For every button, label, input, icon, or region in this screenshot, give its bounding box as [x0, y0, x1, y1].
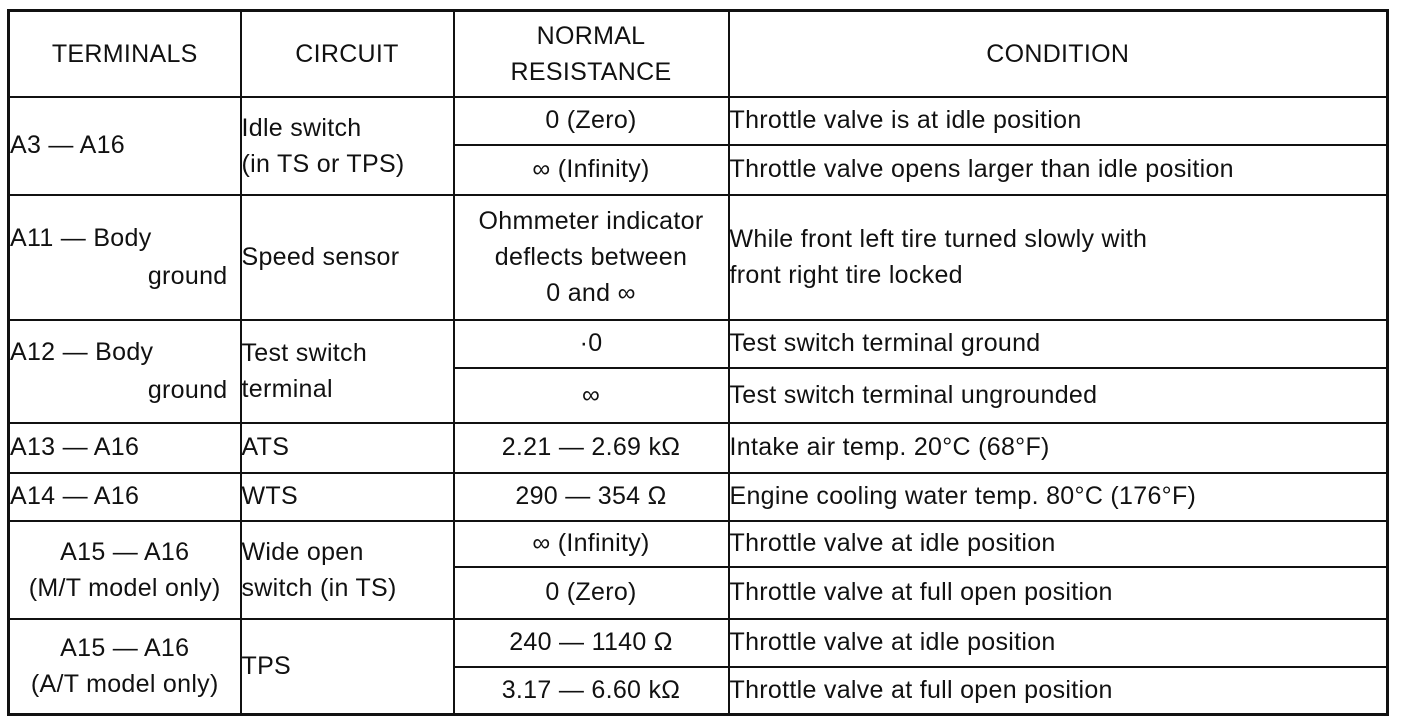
header-circuit: CIRCUIT [239, 9, 455, 98]
resistance-cell: 2.21 — 2.69 kΩ [452, 421, 730, 474]
terminal-cell: A11 — Body ground [7, 193, 242, 321]
header-resistance-line2: RESISTANCE [510, 57, 672, 86]
resistance-cell: ∞ (Infinity) [452, 143, 730, 196]
circuit-line: Test switch [241, 339, 368, 367]
circuit-cell: TPS [239, 617, 455, 716]
condition-cell: Intake air temp. 20°C (68°F) [727, 421, 1389, 474]
condition-line: While front left tire turned slowly with [729, 225, 1148, 253]
circuit-line: terminal [241, 375, 333, 403]
resistance-cell: 240 — 1140 Ω [452, 617, 730, 668]
table-row: A3 — A16 Idle switch (in TS or TPS) 0 (Z… [7, 95, 1389, 196]
terminal-line: A15 — A16 [60, 634, 190, 663]
condition-cell: Throttle valve at full open position [727, 665, 1389, 716]
header-normal-resistance: NORMAL RESISTANCE [452, 9, 730, 98]
resistance-cell: 290 — 354 Ω [452, 471, 730, 522]
circuit-line: switch (in TS) [241, 573, 397, 602]
table-row: ∞ Test switch terminal ungrounded [9, 366, 1389, 424]
resistance-cell: ∞ [452, 366, 730, 424]
table-row: A15 — A16 (A/T model only) TPS 240 — 114… [7, 617, 1389, 716]
resistance-cell: 0 (Zero) [452, 95, 730, 146]
condition-cell: While front left tire turned slowly with… [727, 193, 1389, 321]
resistance-cell: ·0 [452, 318, 730, 369]
terminal-line: A12 — Body [10, 338, 154, 366]
table-row: A11 — Body ground Speed sensor Ohmmeter … [7, 193, 1389, 321]
terminal-line: ground [147, 376, 228, 404]
condition-cell: Engine cooling water temp. 80°C (176°F) [727, 471, 1389, 522]
resistance-cell: Ohmmeter indicator deflects between 0 an… [452, 193, 730, 321]
resistance-line: 0 and ∞ [546, 279, 636, 307]
condition-cell: Throttle valve at idle position [727, 617, 1389, 668]
terminal-cell: A15 — A16 (A/T model only) [7, 617, 242, 716]
terminal-cell: A14 — A16 [7, 471, 242, 522]
resistance-cell: ∞ (Infinity) [452, 519, 730, 568]
terminal-cell: A13 — A16 [7, 421, 242, 474]
header-row: TERMINALS CIRCUIT NORMAL RESISTANCE COND… [7, 9, 1389, 98]
table-row: ∞ (Infinity) Throttle valve opens larger… [9, 143, 1389, 196]
table-row: 3.17 — 6.60 kΩ Throttle valve at full op… [9, 665, 1389, 716]
circuit-cell: Test switch terminal [239, 318, 455, 424]
resistance-cell: 0 (Zero) [452, 565, 730, 620]
header-terminals: TERMINALS [7, 9, 242, 98]
condition-cell: Throttle valve at full open position [727, 565, 1389, 620]
header-condition: CONDITION [727, 9, 1389, 98]
circuit-line: Wide open [241, 537, 364, 566]
circuit-line: (in TS or TPS) [241, 149, 405, 178]
table-row: 0 (Zero) Throttle valve at full open pos… [9, 565, 1389, 620]
condition-cell: Throttle valve opens larger than idle po… [727, 143, 1389, 196]
table-row: A14 — A16 WTS 290 — 354 Ω Engine cooling… [7, 471, 1389, 522]
condition-cell: Test switch terminal ungrounded [727, 366, 1389, 424]
condition-cell: Throttle valve at idle position [727, 519, 1389, 568]
resistance-line: Ohmmeter indicator [478, 207, 704, 235]
condition-line: front right tire locked [729, 261, 963, 289]
terminal-line: (M/T model only) [28, 573, 221, 602]
table-row: A15 — A16 (M/T model only) Wide open swi… [7, 519, 1389, 620]
condition-cell: Throttle valve is at idle position [727, 95, 1389, 146]
table-row: A13 — A16 ATS 2.21 — 2.69 kΩ Intake air … [7, 421, 1389, 474]
resistance-spec-table: TERMINALS CIRCUIT NORMAL RESISTANCE COND… [7, 9, 1389, 716]
circuit-cell: Idle switch (in TS or TPS) [239, 95, 455, 196]
circuit-cell: Wide open switch (in TS) [239, 519, 455, 620]
terminal-line: A15 — A16 [60, 537, 190, 566]
circuit-line: Idle switch [241, 113, 362, 142]
terminal-line: A11 — Body [10, 224, 152, 252]
condition-cell: Test switch terminal ground [727, 318, 1389, 369]
terminal-cell: A3 — A16 [7, 95, 242, 196]
circuit-cell: Speed sensor [239, 193, 455, 321]
resistance-cell: 3.17 — 6.60 kΩ [452, 665, 730, 716]
terminal-cell: A15 — A16 (M/T model only) [7, 519, 242, 620]
terminal-cell: A12 — Body ground [7, 318, 242, 424]
resistance-line: deflects between [494, 243, 688, 271]
circuit-cell: ATS [239, 421, 455, 474]
terminal-line: (A/T model only) [30, 670, 219, 699]
header-resistance-line1: NORMAL [536, 21, 646, 50]
table-row: A12 — Body ground Test switch terminal ·… [7, 318, 1389, 424]
circuit-cell: WTS [239, 471, 455, 522]
terminal-line: ground [147, 262, 228, 290]
